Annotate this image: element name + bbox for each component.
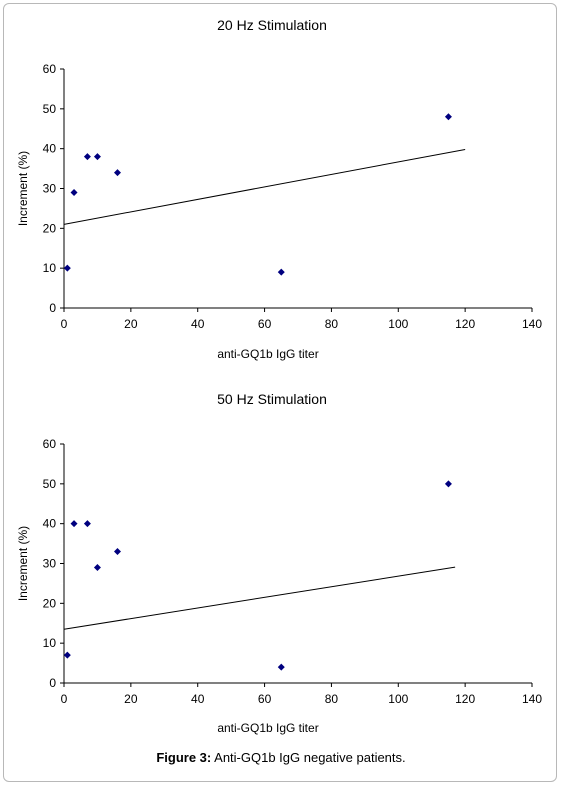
x-tick-label: 100	[388, 692, 408, 706]
x-tick-label: 80	[325, 317, 339, 331]
y-tick-label: 60	[43, 437, 57, 451]
data-point	[277, 268, 285, 276]
y-tick-label: 30	[43, 182, 57, 196]
caption-label: Figure 3:	[156, 750, 212, 765]
chart-title: 20 Hz Stimulation	[217, 17, 327, 33]
y-tick-label: 40	[43, 517, 57, 531]
data-point	[83, 153, 91, 161]
data-point	[63, 651, 71, 659]
y-tick-label: 60	[43, 62, 57, 76]
data-point	[113, 169, 121, 177]
x-axis-label: anti-GQ1b IgG titer	[217, 721, 318, 735]
x-axis-label: anti-GQ1b IgG titer	[217, 347, 318, 361]
data-point	[70, 188, 78, 196]
figure-frame	[3, 3, 557, 782]
x-tick-label: 140	[522, 692, 542, 706]
x-tick-label: 140	[522, 317, 542, 331]
y-tick-label: 30	[43, 557, 57, 571]
y-axis-label: Increment (%)	[16, 151, 30, 226]
y-axis-label: Increment (%)	[16, 526, 30, 601]
caption-text: Anti-GQ1b IgG negative patients.	[211, 750, 406, 765]
x-tick-label: 40	[191, 317, 205, 331]
data-point	[277, 663, 285, 671]
y-tick-label: 0	[49, 676, 56, 690]
data-point	[93, 153, 101, 161]
x-tick-label: 120	[455, 692, 475, 706]
data-point	[113, 548, 121, 556]
trendline	[63, 566, 456, 630]
x-tick-label: 20	[124, 692, 138, 706]
x-tick-label: 80	[325, 692, 339, 706]
y-tick-label: 0	[49, 301, 56, 315]
y-tick-label: 20	[43, 221, 57, 235]
x-tick-label: 0	[61, 317, 68, 331]
x-tick-label: 120	[455, 317, 475, 331]
x-tick-label: 0	[61, 692, 68, 706]
data-point	[70, 520, 78, 528]
x-tick-label: 20	[124, 317, 138, 331]
trendline	[63, 148, 466, 225]
y-tick-label: 50	[43, 102, 57, 116]
y-tick-label: 20	[43, 596, 57, 610]
data-point	[83, 520, 91, 528]
y-tick-label: 10	[43, 261, 57, 275]
x-tick-label: 100	[388, 317, 408, 331]
y-tick-label: 50	[43, 477, 57, 491]
x-tick-label: 40	[191, 692, 205, 706]
data-point	[93, 563, 101, 571]
chart-1: 20 Hz Stimulation 0 10 20 30 40 50 60 0 20 40 60 80 1…	[16, 17, 542, 361]
x-tick-label: 60	[258, 692, 272, 706]
data-point	[444, 113, 452, 121]
figure-caption: Figure 3: Anti-GQ1b IgG negative patient…	[0, 750, 562, 765]
chart-2: 50 Hz Stimulation 0 10 20 30 40 50 60 0 20 40 60 80 1…	[16, 391, 542, 735]
data-point	[63, 264, 71, 272]
data-point	[444, 480, 452, 488]
chart-title: 50 Hz Stimulation	[217, 391, 327, 407]
y-tick-label: 40	[43, 142, 57, 156]
x-tick-label: 60	[258, 317, 272, 331]
y-tick-label: 10	[43, 636, 57, 650]
